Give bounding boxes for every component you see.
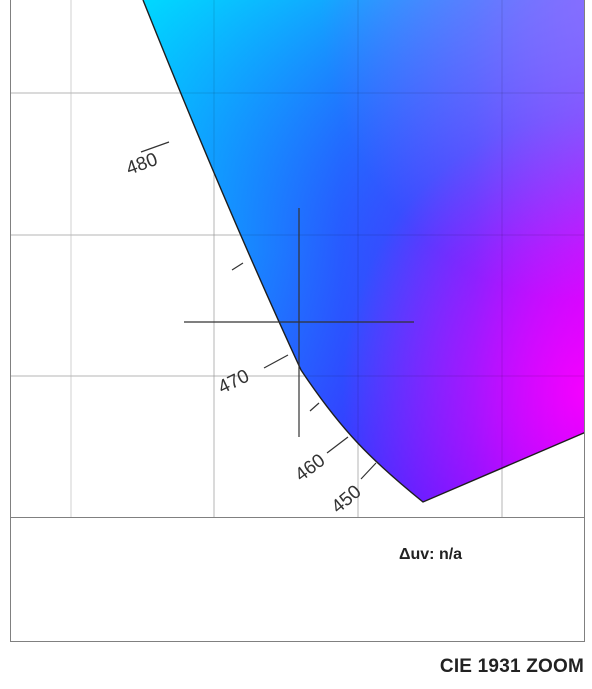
diagram-title: CIE 1931 ZOOM [439,656,584,677]
tick-470 [263,354,289,369]
gamut-fill [11,0,584,518]
delta-uv-readout: Δuv: n/a [399,546,463,563]
tick-480 [140,141,170,153]
wavelength-ticks [140,141,377,480]
wavelength-label-450: 450 [328,481,366,517]
wavelength-label-470: 470 [215,366,253,399]
tick-450 [360,462,377,480]
tick-unlabeled-b [309,402,320,412]
wavelength-label-460: 460 [291,450,329,486]
crosshair-marker[interactable] [184,208,414,437]
chromaticity-plot[interactable]: 480 470 460 450 [10,0,585,518]
spectral-locus [142,0,584,503]
chromaticity-canvas: 480 470 460 450 [11,0,584,518]
info-panel: Δuv: n/a [10,517,585,642]
tick-460 [326,436,349,454]
wavelength-label-480: 480 [124,149,161,180]
tick-unlabeled-a [231,262,244,271]
